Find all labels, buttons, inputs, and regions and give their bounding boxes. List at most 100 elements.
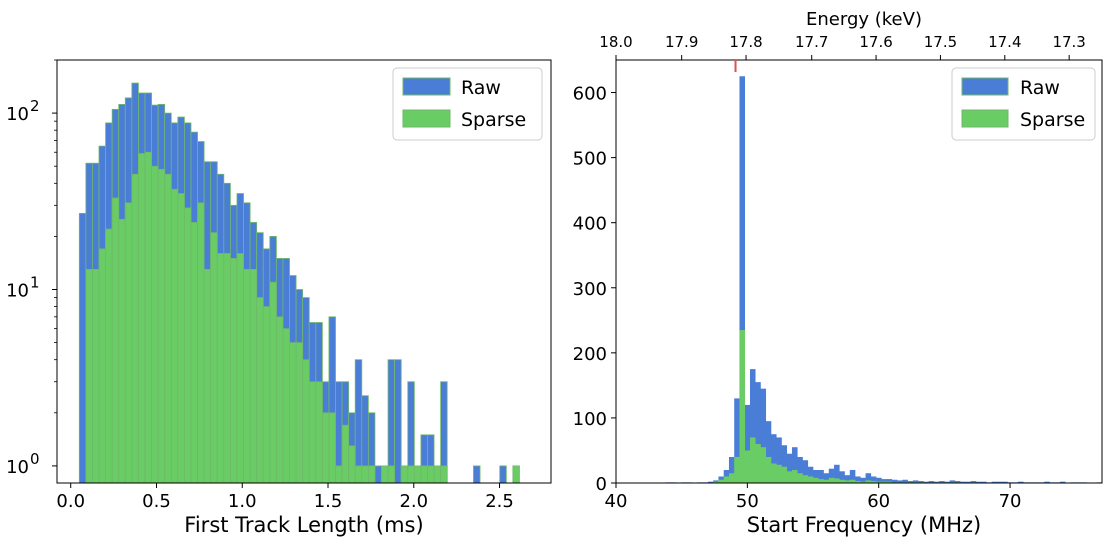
sparse-bar (420, 465, 428, 484)
sparse-bar (92, 269, 100, 484)
raw-bar (923, 481, 929, 483)
sparse-bar (105, 228, 113, 484)
right-legend: Raw Sparse (951, 67, 1096, 141)
sparse-bar (138, 153, 146, 484)
sparse-bar (427, 465, 435, 484)
raw-bar (734, 398, 740, 483)
raw-bar (991, 481, 998, 483)
x-tick-label: 1.5 (314, 491, 343, 512)
sparse-bar (755, 443, 761, 483)
left-legend-raw-swatch (402, 77, 451, 96)
left-legend-raw-label: Raw (461, 77, 501, 99)
y-tick-label: 10 (6, 457, 29, 478)
sparse-bar (124, 202, 133, 484)
sparse-bar (249, 269, 258, 484)
raw-bar (891, 479, 898, 483)
sparse-bar (440, 465, 448, 484)
sparse-bar (335, 465, 343, 484)
right-sparse-bars (713, 330, 977, 483)
sparse-bar (786, 471, 793, 483)
x-tick-label: 0.0 (56, 491, 85, 512)
x-tick-label: 2.5 (485, 491, 514, 512)
raw-bar (849, 469, 856, 483)
sparse-bar (321, 412, 330, 484)
sparse-bar (744, 450, 751, 483)
left-x-axis-title: First Track Length (ms) (184, 513, 423, 537)
raw-bar (933, 481, 940, 483)
top-tick-label: 17.4 (988, 33, 1021, 51)
raw-bar (473, 465, 481, 484)
sparse-bar (256, 297, 264, 484)
sparse-bar (367, 465, 376, 484)
top-tick-label: 17.3 (1052, 33, 1085, 51)
raw-bar (996, 481, 1003, 483)
sparse-bar (728, 473, 735, 483)
raw-bar (818, 469, 824, 483)
sparse-bar (190, 222, 198, 484)
sparse-bar (813, 477, 819, 483)
sparse-bar (407, 465, 415, 484)
raw-bar (860, 477, 866, 483)
raw-bar (839, 471, 845, 483)
right-top-energy-ticks: 18.0 17.9 17.8 17.7 17.6 17.5 17.4 17.3 (599, 33, 1086, 60)
sparse-bar (229, 258, 238, 484)
top-tick-label: 17.8 (729, 33, 762, 51)
sparse-bar (197, 202, 205, 484)
sparse-bar (839, 479, 845, 483)
sparse-bar (765, 456, 772, 483)
sparse-bar (210, 232, 218, 484)
top-tick-label: 17.7 (795, 33, 828, 51)
sparse-bar (170, 188, 179, 484)
raw-bar (776, 437, 782, 483)
sparse-bar (236, 253, 244, 484)
sparse-bar (433, 465, 442, 484)
sparse-bar (328, 412, 336, 484)
sparse-bar (381, 465, 389, 484)
right-legend-raw-swatch (961, 77, 1009, 96)
sparse-bar (184, 207, 192, 484)
raw-bar (78, 213, 87, 484)
raw-bar (881, 479, 887, 483)
raw-bar (1059, 481, 1066, 483)
sparse-bar (348, 445, 356, 484)
raw-bar (886, 479, 893, 483)
sparse-bar (111, 197, 120, 484)
raw-bar (944, 481, 950, 483)
raw-bar (834, 464, 840, 483)
raw-bar (949, 480, 956, 483)
raw-bar (792, 447, 798, 483)
sparse-bar (723, 476, 730, 483)
x-tick-label: 60 (867, 491, 890, 512)
raw-bar (865, 473, 872, 483)
top-tick-label: 17.9 (665, 33, 698, 51)
y-tick-label: 600 (573, 84, 607, 105)
raw-bar (760, 388, 767, 483)
sparse-bar (144, 151, 152, 484)
sparse-bar (400, 465, 409, 484)
sparse-bar (881, 481, 887, 483)
raw-bar (965, 481, 971, 483)
raw-bar (1002, 481, 1008, 483)
x-tick-label: 0.5 (142, 491, 171, 512)
left-legend-sparse-label: Sparse (461, 109, 526, 131)
right-legend-sparse-label: Sparse (1020, 109, 1085, 131)
raw-bar (918, 481, 924, 483)
sparse-bar (262, 306, 271, 484)
sparse-bar (828, 477, 835, 483)
raw-bar (855, 476, 861, 483)
right-legend-raw-label: Raw (1020, 77, 1060, 99)
raw-bar (765, 421, 772, 483)
y-tick-label: 200 (573, 344, 607, 365)
y-tick-label: 0 (596, 474, 607, 495)
left-plot-frame (56, 59, 552, 484)
raw-bar (739, 76, 746, 484)
raw-bar (981, 481, 987, 483)
raw-bar (813, 469, 819, 483)
right-chart: 40 50 60 70 0 100 200 300 400 500 600 18.0 17.9 17.… (573, 9, 1103, 537)
top-tick-label: 18.0 (599, 33, 632, 51)
sparse-bar (818, 479, 824, 483)
sparse-bar (802, 475, 809, 483)
y-tick-exponent: 2 (30, 97, 40, 115)
right-legend-sparse-swatch (961, 109, 1009, 128)
